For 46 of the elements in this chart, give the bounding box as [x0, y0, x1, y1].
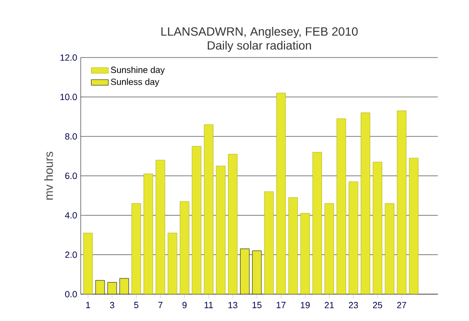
x-tick-label: 19: [300, 302, 310, 308]
y-tick-label: 12.0: [60, 54, 77, 61]
x-tick-label: 15: [252, 302, 262, 308]
y-axis-title: mv hours: [44, 152, 53, 200]
bar: [216, 166, 226, 294]
x-tick-label: 1: [86, 302, 90, 308]
bar: [288, 197, 298, 294]
x-tick-label: 17: [276, 302, 286, 308]
bar: [107, 282, 117, 294]
bar: [228, 154, 238, 294]
x-tick-label: 25: [372, 302, 382, 308]
bar: [312, 152, 322, 294]
x-tick-label: 7: [158, 302, 162, 308]
x-tick-label: 3: [110, 302, 114, 308]
bar: [408, 158, 418, 294]
x-tick-label: 5: [134, 302, 138, 308]
y-tick-label: 2.0: [65, 252, 77, 258]
legend-label: Sunless day: [110, 78, 160, 87]
bar: [119, 278, 129, 294]
y-tick-label: 0.0: [65, 290, 77, 298]
bar: [396, 110, 406, 294]
bar: [204, 124, 214, 294]
bar: [95, 280, 105, 294]
bar: [384, 203, 394, 294]
x-tick-label: 27: [397, 302, 406, 308]
y-tick-label: 6.0: [65, 172, 77, 179]
x-tick-label: 11: [204, 302, 213, 308]
y-tick-label: 4.0: [64, 212, 77, 218]
chart-title: LLANSADWRN, Anglesey, FEB 2010: [161, 26, 358, 38]
x-tick-label: 21: [324, 302, 334, 308]
bar: [156, 160, 166, 294]
chart-subtitle: Daily solar radiation: [208, 40, 311, 52]
x-tick-label: 23: [348, 302, 358, 308]
bar: [168, 232, 178, 294]
legend-label: Sunshine day: [110, 66, 165, 75]
bar: [300, 213, 310, 294]
bar: [132, 203, 141, 294]
bar: [336, 118, 346, 294]
x-tick-label: 13: [228, 302, 238, 308]
x-tick-label: 9: [182, 302, 187, 308]
bar: [192, 146, 202, 294]
bar: [348, 182, 358, 294]
y-tick-label: 10.0: [60, 94, 77, 100]
bar: [144, 174, 153, 294]
y-tick-label: 8.0: [65, 133, 77, 140]
bar: [324, 203, 334, 294]
